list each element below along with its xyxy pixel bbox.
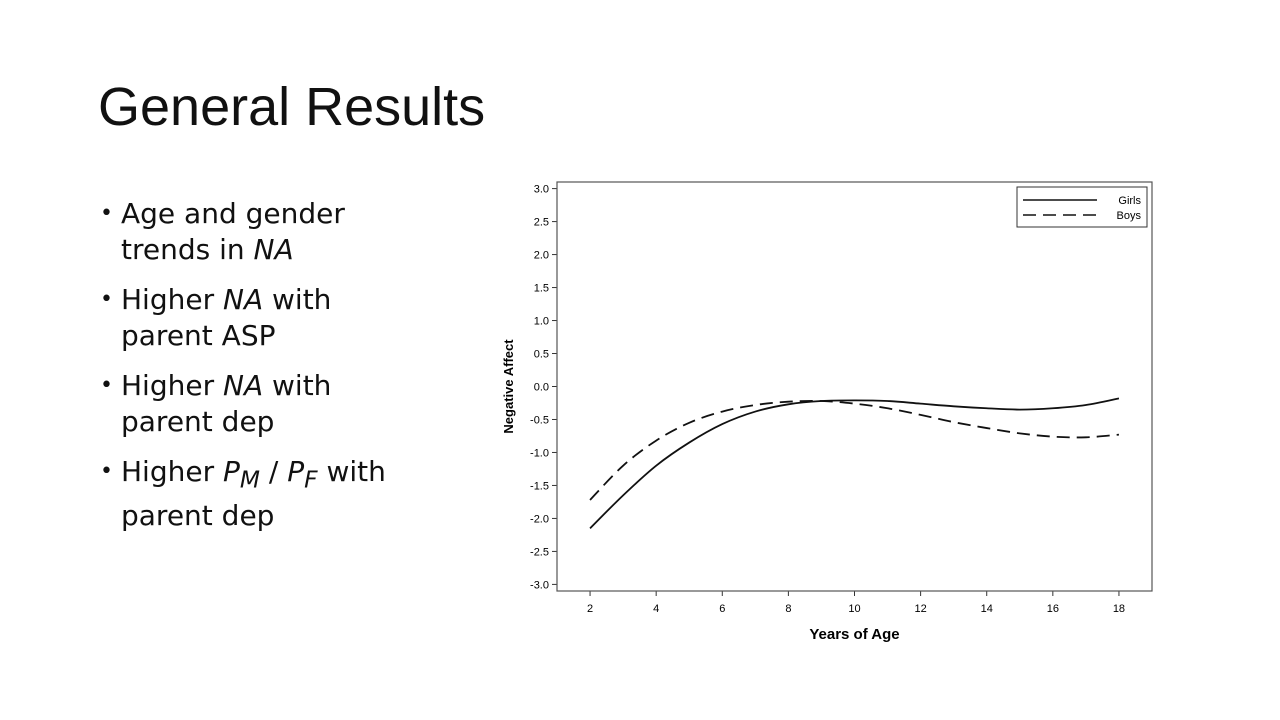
bullet-text: with parent dep <box>121 369 332 438</box>
bullet-text: Higher <box>121 283 223 316</box>
bullet-emphasis: NA <box>223 369 264 402</box>
bullet-emphasis: P <box>223 455 240 488</box>
x-tick-label: 18 <box>1113 603 1125 615</box>
x-tick-label: 2 <box>587 603 593 615</box>
bullet-dot-icon: • <box>100 373 113 398</box>
slide-title: General Results <box>98 77 486 137</box>
x-tick-label: 8 <box>785 603 791 615</box>
bullet-text: with parent dep <box>121 455 386 532</box>
bullet-subscript: M <box>239 465 261 494</box>
bullet-emphasis: P <box>287 455 305 488</box>
y-tick-label: 1.5 <box>534 283 549 295</box>
bullet-list: • Age and gender trends in NA • Higher N… <box>100 196 430 548</box>
bullet-text: with parent ASP <box>121 283 332 352</box>
bullet-emphasis: NA <box>223 283 264 316</box>
y-tick-label: 2.0 <box>534 250 549 262</box>
x-tick-label: 4 <box>653 603 659 615</box>
bullet-item: • Age and gender trends in NA <box>100 196 430 268</box>
bullet-text: Higher <box>121 369 223 402</box>
y-tick-label: -2.0 <box>530 513 549 525</box>
series-line-boys <box>589 399 1120 501</box>
x-tick-label: 6 <box>719 603 725 615</box>
bullet-item: • Higher NA with parent dep <box>100 368 430 440</box>
line-chart: 3.0 2.5 2.0 1.5 1.0 0.5 0.0 -0.5 -1.0 -1.5 -2.0 -2.… <box>501 181 1153 643</box>
bullet-dot-icon: • <box>100 459 113 484</box>
legend: Girls Boys <box>1016 186 1148 228</box>
x-tick-label: 12 <box>914 603 926 615</box>
bullet-text: Higher <box>121 455 223 488</box>
legend-label: Girls <box>1118 195 1141 207</box>
x-axis-label: Years of Age <box>809 626 899 643</box>
x-tick-label: 14 <box>981 603 993 615</box>
bullet-subscript: F <box>304 465 318 494</box>
y-tick-label: -1.0 <box>530 447 549 459</box>
bullet-dot-icon: • <box>100 287 113 312</box>
y-tick-label: -3.0 <box>530 579 549 591</box>
x-tick-label: 16 <box>1047 603 1059 615</box>
y-axis-label: Negative Affect <box>501 339 516 434</box>
y-tick-label: 2.5 <box>534 217 549 229</box>
bullet-dot-icon: • <box>100 201 113 226</box>
y-tick-label: 0.0 <box>534 382 549 394</box>
y-tick-label: -2.5 <box>530 546 549 558</box>
bullet-item: • Higher PM / PF with parent dep <box>100 454 430 534</box>
bullet-text: Age and gender trends in <box>121 197 345 266</box>
y-axis: 3.0 2.5 2.0 1.5 1.0 0.5 0.0 -0.5 -1.0 -1.5 -2.0 -2.… <box>530 184 557 591</box>
bullet-emphasis: NA <box>253 233 294 266</box>
x-tick-label: 10 <box>848 603 860 615</box>
x-axis: 2 4 6 8 10 12 14 16 18 <box>587 591 1125 615</box>
y-tick-label: 3.0 <box>534 184 549 196</box>
y-tick-label: -1.5 <box>530 480 549 492</box>
legend-label: Boys <box>1117 210 1142 222</box>
series-layer <box>589 397 1120 529</box>
bullet-text: / <box>260 455 288 488</box>
bullet-item: • Higher NA with parent ASP <box>100 282 430 354</box>
legend-box <box>1016 186 1148 228</box>
series-line-girls <box>589 397 1120 529</box>
y-tick-label: 1.0 <box>534 316 549 328</box>
y-tick-label: -0.5 <box>530 414 549 426</box>
y-tick-label: 0.5 <box>534 349 549 361</box>
plot-frame <box>556 181 1153 592</box>
